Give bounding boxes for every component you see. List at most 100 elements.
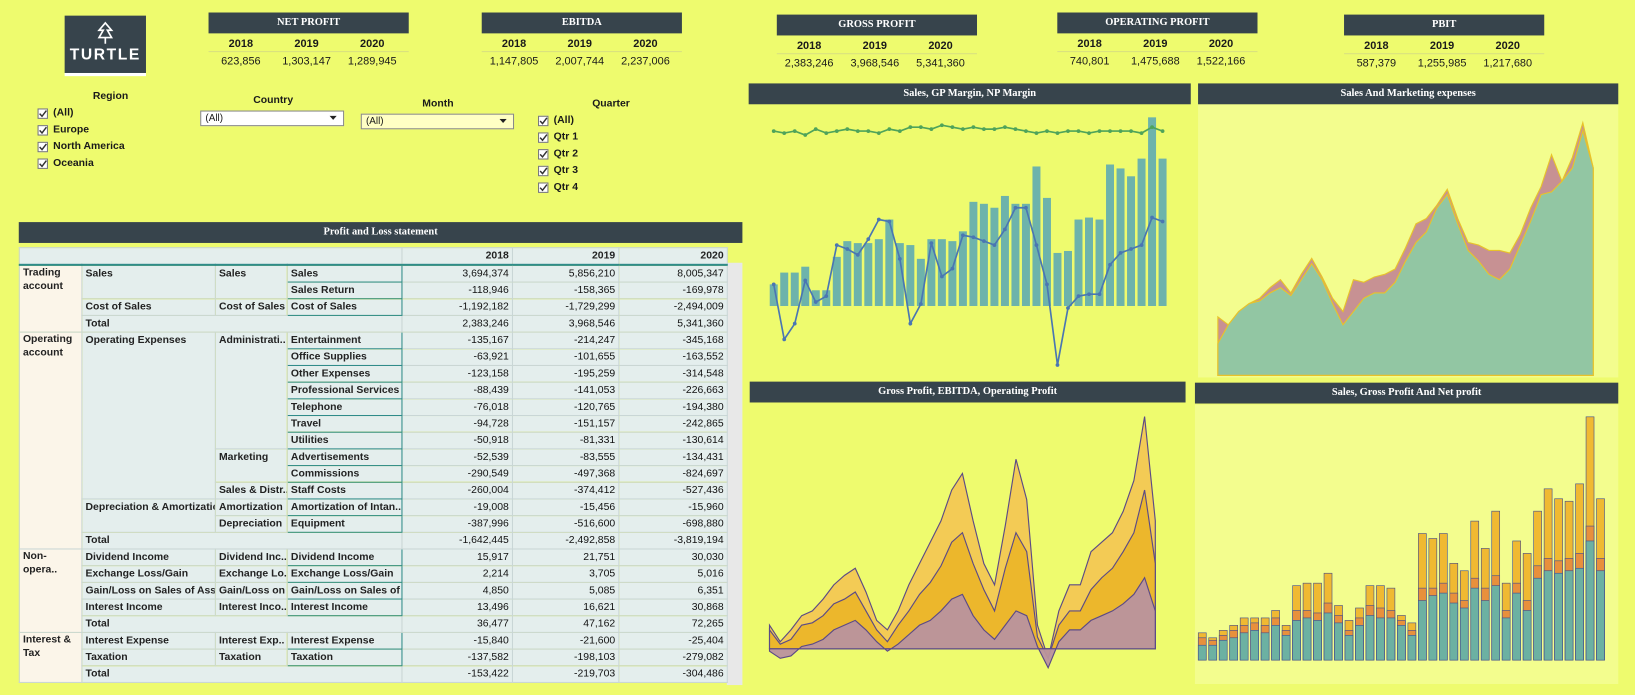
bar [1250,617,1259,661]
bar [1575,553,1584,661]
bar [1501,582,1511,661]
check-path [39,126,47,135]
filter-label: Quarter [592,98,630,110]
line-point [824,131,829,135]
kpi-value: 587,379 [1356,57,1397,70]
line-point [982,239,986,244]
dropdown[interactable]: (All) [200,110,345,127]
line-point [908,321,913,326]
bar [1148,117,1157,306]
filter-option: (All) [53,107,74,119]
value-cell: -2,494,009 [618,298,728,316]
bar [1449,592,1459,661]
kpi-value: 1,522,166 [1196,55,1246,68]
line-point [771,282,776,287]
bar [1585,525,1595,661]
value-cell: -374,412 [511,481,620,500]
bar [1323,602,1333,661]
bar [853,243,862,306]
kpi-year: 2018 [501,37,527,51]
pnl-row: Depreciation & Amortization Amortization A… [19,498,728,533]
scrollbar [726,262,743,686]
value-cell: -226,663 [618,381,728,400]
bar [1480,548,1490,661]
bar [1365,615,1375,661]
bar [1323,572,1333,661]
line-point [1097,292,1102,297]
logo: TURTLE [64,15,146,73]
chart-title: Sales And Marketing expenses [1198,83,1619,105]
filter-option: Qtr 3 [553,164,579,177]
bar [1281,634,1291,661]
checkbox [37,158,48,169]
kpi-year: 2019 [294,37,319,51]
dropdown[interactable]: (All) [360,113,515,130]
kpi-year: 2019 [1143,37,1168,51]
bar [1250,622,1259,661]
bar [1512,592,1521,661]
checkmark [39,160,47,168]
bar [1522,600,1532,661]
row-label: Interest Inco.. [214,598,288,617]
chart-background [749,402,1186,685]
bar [1344,620,1354,661]
check-path [539,134,548,142]
bar [1418,587,1427,661]
value-cell: -15,960 [618,498,728,517]
line-point [887,127,892,132]
row-label: Other Expenses [286,364,403,383]
row-label: Gain/Loss on .. [214,581,288,600]
chart-background [748,104,1191,376]
value-cell: -15,840 [401,631,514,650]
line-point [1034,131,1039,135]
bar [1313,582,1322,661]
value-cell: 5,016 [618,565,728,583]
bar [1095,219,1104,306]
line-point [950,125,955,130]
value-cell: -290,549 [401,465,514,483]
bar [1334,605,1343,661]
checkmark [539,184,548,192]
bar [969,201,978,306]
row-label: Dividend Income [286,548,403,567]
bar [1313,620,1322,661]
value-cell: -516,600 [511,515,620,533]
bar [1585,416,1595,661]
pnl-row: Exchange Loss/Gain Exchange Lo.. Exchange … [19,565,728,583]
bar [927,239,936,306]
bar [1533,565,1542,661]
line-point [1013,205,1018,210]
bar [1085,217,1093,306]
bar [1376,585,1385,661]
value-cell: -824,697 [618,465,728,483]
bar [780,272,789,306]
kpi-year: 2020 [1208,37,1234,51]
line-point [1024,129,1028,133]
row-label: Entertainment [286,331,403,350]
kpi-value: 5,341,360 [916,57,965,70]
bar [1439,582,1448,661]
line-point [961,127,965,132]
filter-option: Europe [53,124,90,136]
row-label: Amortization of Intan.. [286,498,403,517]
line-point [939,274,944,279]
logo-text: TURTLE [69,45,141,64]
checkbox [538,182,549,193]
checkmark [539,150,548,159]
bar [1470,577,1480,661]
bar [1418,600,1427,661]
line-point [1087,292,1091,297]
line-point [887,219,892,224]
column-header: 2018 [401,247,514,266]
pnl-row: Office Supplies -63,921 -101,655 -163,552 [19,348,728,366]
line [772,206,1163,366]
line-point [1160,129,1165,133]
checkbox [538,115,549,127]
kpi-year: 2020 [360,37,385,51]
chart-title: Sales, GP Margin, NP Margin [748,83,1191,105]
row-label: Interest Expense [286,631,403,650]
pnl-row: Cost of Sales Cost of Sales Cost of Sales -… [19,298,728,316]
value-cell: -260,004 [401,481,514,500]
kpi-value: 1,147,805 [489,55,539,68]
line-point [813,300,818,304]
